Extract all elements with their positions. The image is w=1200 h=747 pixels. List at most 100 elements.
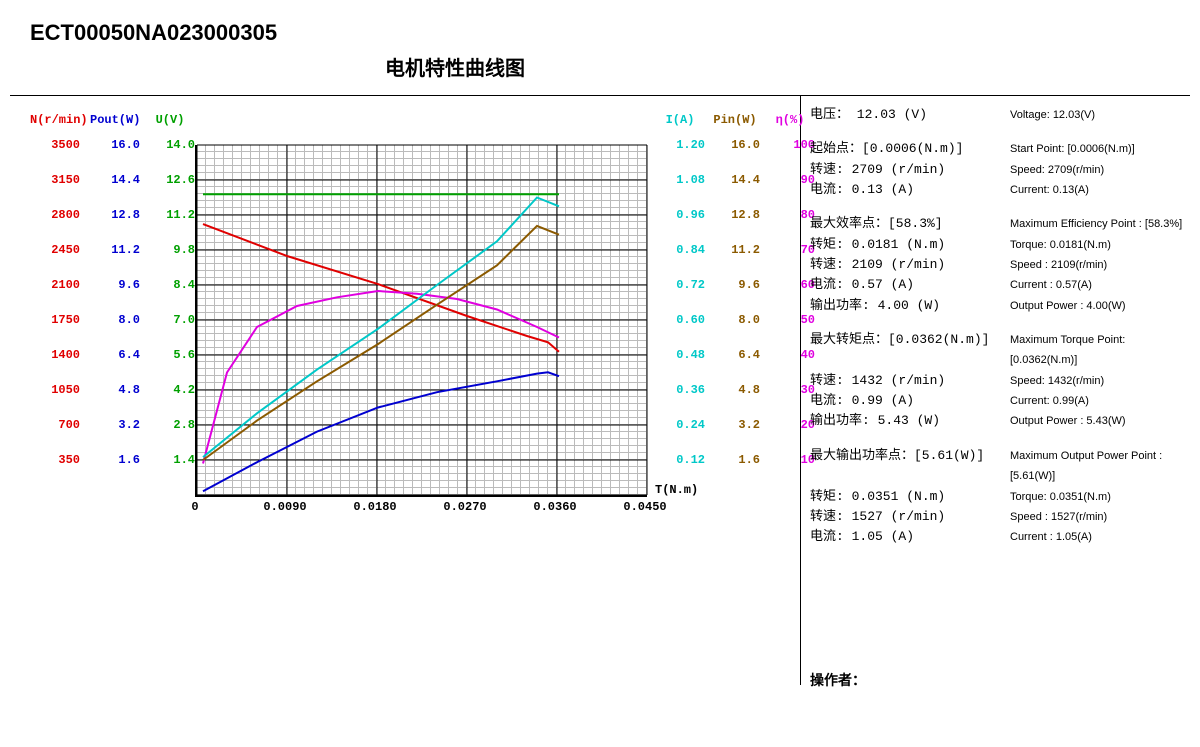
info-block-1: 最大效率点：[58.3%]Maximum Efficiency Point : … bbox=[810, 214, 1190, 316]
info-head-en: Maximum Efficiency Point : [58.3%] bbox=[1010, 214, 1190, 234]
axis-tick: 0.36 bbox=[655, 383, 705, 397]
info-row-en: Speed : 2109(r/min) bbox=[1010, 255, 1190, 275]
axis-tick: 16.0 bbox=[90, 138, 140, 152]
info-head-en: Maximum Torque Point:[0.0362(N.m)] bbox=[1010, 330, 1190, 371]
info-row-en: Current : 0.57(A) bbox=[1010, 275, 1190, 295]
axis-tick: 0.96 bbox=[655, 208, 705, 222]
axis-tick: 8.0 bbox=[710, 313, 760, 327]
axis-tick: 50 bbox=[765, 313, 815, 327]
axis-tick: 16.0 bbox=[710, 138, 760, 152]
axis-tick: 350 bbox=[30, 453, 80, 467]
chart-title: 电机特性曲线图 bbox=[385, 52, 525, 81]
info-row-cn: 转速: 2709 (r/min) bbox=[810, 160, 1010, 180]
axis-tick: 60 bbox=[765, 278, 815, 292]
axis-tick: 9.6 bbox=[90, 278, 140, 292]
axis-tick: 9.6 bbox=[710, 278, 760, 292]
info-row-cn: 电流: 1.05 (A) bbox=[810, 527, 1010, 547]
axis-tick: 14.4 bbox=[90, 173, 140, 187]
axis-tick: 9.8 bbox=[145, 243, 195, 257]
axis-tick: 11.2 bbox=[90, 243, 140, 257]
page: ECT00050NA023000305 电机特性曲线图 N(r/min)3500… bbox=[0, 0, 1200, 747]
info-row-cn: 电流: 0.99 (A) bbox=[810, 391, 1010, 411]
info-row-cn: 转矩: 0.0181 (N.m) bbox=[810, 235, 1010, 255]
axis-tick: 1.6 bbox=[710, 453, 760, 467]
axis-label-N: N(r/min) bbox=[30, 113, 80, 127]
axis-tick: 30 bbox=[765, 383, 815, 397]
axis-tick: 0.72 bbox=[655, 278, 705, 292]
axis-tick: 12.8 bbox=[710, 208, 760, 222]
info-row-cn: 转速: 1432 (r/min) bbox=[810, 371, 1010, 391]
axis-tick: 70 bbox=[765, 243, 815, 257]
info-row-cn: 转速: 2109 (r/min) bbox=[810, 255, 1010, 275]
axis-tick: 40 bbox=[765, 348, 815, 362]
info-row-en: Torque: 0.0181(N.m) bbox=[1010, 235, 1190, 255]
axis-tick: 6.4 bbox=[710, 348, 760, 362]
info-row-en: Current : 1.05(A) bbox=[1010, 527, 1190, 547]
axis-tick: 700 bbox=[30, 418, 80, 432]
info-head-cn: 最大效率点：[58.3%] bbox=[810, 214, 1010, 234]
axis-tick: 0.12 bbox=[655, 453, 705, 467]
axis-tick: 14.4 bbox=[710, 173, 760, 187]
operator-label: 操作者： bbox=[810, 670, 866, 690]
axis-tick: 2450 bbox=[30, 243, 80, 257]
chart-area: N(r/min)35003150280024502100175014001050… bbox=[10, 105, 800, 545]
axis-label-Pout: Pout(W) bbox=[90, 113, 140, 127]
axis-tick: 4.8 bbox=[710, 383, 760, 397]
axis-tick: 1050 bbox=[30, 383, 80, 397]
axis-tick: 0.24 bbox=[655, 418, 705, 432]
axis-tick: 2.8 bbox=[145, 418, 195, 432]
axis-tick: 4.2 bbox=[145, 383, 195, 397]
axis-tick: 1.4 bbox=[145, 453, 195, 467]
axis-tick: 1.20 bbox=[655, 138, 705, 152]
axis-tick: 1400 bbox=[30, 348, 80, 362]
axis-tick: 3.2 bbox=[710, 418, 760, 432]
axis-tick: 100 bbox=[765, 138, 815, 152]
series-N bbox=[203, 224, 559, 352]
info-block-2: 最大转矩点：[0.0362(N.m)]Maximum Torque Point:… bbox=[810, 330, 1190, 432]
info-row-cn: 电流: 0.13 (A) bbox=[810, 180, 1010, 200]
info-row-cn: 电流: 0.57 (A) bbox=[810, 275, 1010, 295]
axis-label-U: U(V) bbox=[145, 113, 195, 127]
x-tick: 0.0090 bbox=[263, 500, 306, 514]
axis-tick: 6.4 bbox=[90, 348, 140, 362]
info-row-cn: 转速: 1527 (r/min) bbox=[810, 507, 1010, 527]
top-divider bbox=[10, 95, 1190, 96]
x-tick: 0.0360 bbox=[533, 500, 576, 514]
axis-tick: 0.60 bbox=[655, 313, 705, 327]
x-tick: 0.0450 bbox=[623, 500, 666, 514]
plot-region bbox=[195, 145, 647, 497]
axis-label-Eta: η(%) bbox=[765, 113, 815, 127]
info-head-en: Maximum Output Power Point : [5.61(W)] bbox=[1010, 446, 1190, 487]
voltage-en: Voltage: 12.03(V) bbox=[1010, 105, 1190, 125]
info-row-en: Torque: 0.0351(N.m) bbox=[1010, 487, 1190, 507]
plot-svg bbox=[197, 145, 647, 495]
axis-tick: 0.48 bbox=[655, 348, 705, 362]
info-row-en: Speed: 2709(r/min) bbox=[1010, 160, 1190, 180]
axis-label-I: I(A) bbox=[655, 113, 705, 127]
axis-tick: 90 bbox=[765, 173, 815, 187]
axis-tick: 1.08 bbox=[655, 173, 705, 187]
axis-tick: 0.84 bbox=[655, 243, 705, 257]
x-tick-labels: 00.00900.01800.02700.03600.0450 bbox=[195, 500, 645, 520]
axis-tick: 80 bbox=[765, 208, 815, 222]
info-head-en: Start Point: [0.0006(N.m)] bbox=[1010, 139, 1190, 159]
axis-tick: 12.6 bbox=[145, 173, 195, 187]
info-row-en: Current: 0.99(A) bbox=[1010, 391, 1190, 411]
axis-tick: 3500 bbox=[30, 138, 80, 152]
axis-tick: 14.0 bbox=[145, 138, 195, 152]
axis-tick: 11.2 bbox=[145, 208, 195, 222]
info-head-cn: 起始点：[0.0006(N.m)] bbox=[810, 139, 1010, 159]
axis-tick: 12.8 bbox=[90, 208, 140, 222]
axis-tick: 1.6 bbox=[90, 453, 140, 467]
info-row-en: Current: 0.13(A) bbox=[1010, 180, 1190, 200]
info-row-en: Speed: 1432(r/min) bbox=[1010, 371, 1190, 391]
axis-tick: 20 bbox=[765, 418, 815, 432]
axis-tick: 1750 bbox=[30, 313, 80, 327]
axis-label-Pin: Pin(W) bbox=[710, 113, 760, 127]
x-tick: 0.0180 bbox=[353, 500, 396, 514]
axis-tick: 10 bbox=[765, 453, 815, 467]
info-head-cn: 最大输出功率点：[5.61(W)] bbox=[810, 446, 1010, 487]
info-block-3: 最大输出功率点：[5.61(W)]Maximum Output Power Po… bbox=[810, 446, 1190, 548]
x-tick: 0 bbox=[191, 500, 198, 514]
axis-tick: 8.4 bbox=[145, 278, 195, 292]
